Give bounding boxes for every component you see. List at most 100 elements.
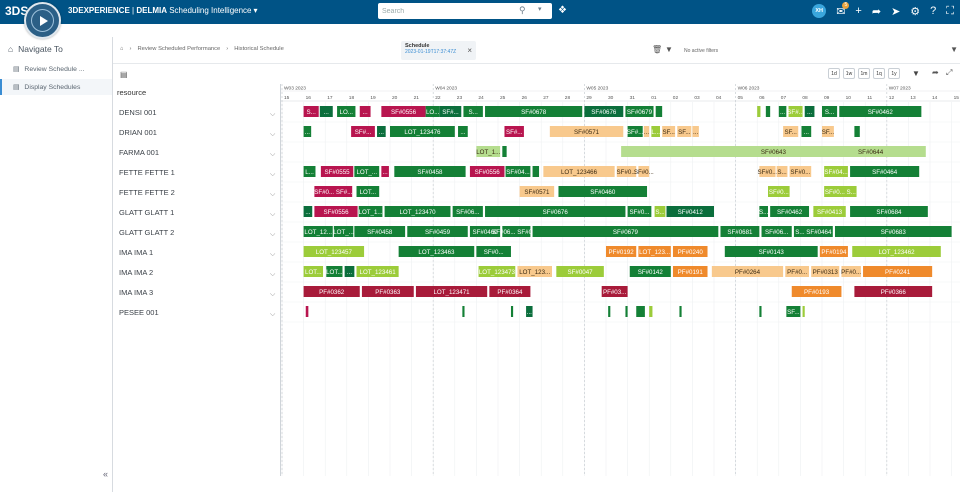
task-bar[interactable] (377, 126, 386, 137)
zoom-1d-button[interactable]: 1d (828, 68, 840, 79)
chevron-down-icon[interactable]: ⌵ (270, 171, 276, 178)
chevron-down-icon[interactable]: ⌵ (270, 311, 276, 318)
task-bar[interactable] (824, 186, 857, 197)
resource-row[interactable]: DENSI 001 ⌵ (113, 102, 280, 122)
task-bar[interactable] (502, 226, 531, 237)
task-bar[interactable] (425, 106, 440, 117)
task-bar[interactable] (303, 166, 316, 177)
task-bar[interactable] (601, 286, 628, 297)
search-input[interactable] (382, 5, 512, 17)
task-bar[interactable] (485, 206, 626, 217)
task-bar[interactable] (361, 286, 414, 297)
chevron-down-icon[interactable]: ⌵ (270, 251, 276, 258)
task-bar[interactable] (692, 126, 699, 137)
task-bar[interactable] (608, 306, 611, 317)
task-bar[interactable] (333, 226, 354, 237)
zoom-1q-button[interactable]: 1q (873, 68, 885, 79)
search-icon[interactable]: ⚲ (519, 5, 526, 15)
task-bar[interactable] (638, 246, 671, 257)
task-bar[interactable] (356, 186, 380, 197)
task-bar[interactable] (305, 306, 309, 317)
sidebar-item-review-schedule[interactable]: ▤ Review Schedule ... (0, 61, 112, 77)
avatar[interactable]: XH (812, 4, 827, 18)
task-bar[interactable] (672, 246, 708, 257)
task-bar[interactable] (655, 106, 663, 117)
task-bar[interactable] (649, 306, 653, 317)
task-bar[interactable] (822, 126, 834, 137)
chevron-down-icon[interactable]: ⌵ (270, 211, 276, 218)
chevron-down-icon[interactable]: ⌵ (270, 231, 276, 238)
task-bar[interactable] (415, 286, 488, 297)
task-bar[interactable] (793, 226, 833, 237)
task-bar[interactable] (354, 166, 380, 177)
search-dropdown-icon[interactable]: ▾ (538, 6, 542, 13)
task-bar[interactable] (532, 226, 719, 237)
task-bar[interactable] (629, 266, 671, 277)
task-bar[interactable] (616, 166, 637, 177)
breadcrumb-review-performance[interactable]: Review Scheduled Performance (137, 46, 221, 52)
task-bar[interactable] (815, 146, 926, 157)
task-bar[interactable] (476, 246, 511, 257)
resource-row[interactable]: FARMA 001 ⌵ (113, 142, 280, 162)
resource-row[interactable]: IMA IMA 2 ⌵ (113, 262, 280, 282)
task-bar[interactable] (789, 166, 812, 177)
task-bar[interactable] (358, 206, 383, 217)
task-bar[interactable] (679, 306, 682, 317)
task-bar[interactable] (469, 166, 505, 177)
task-bar[interactable] (526, 306, 533, 317)
task-bar[interactable] (558, 186, 648, 197)
task-bar[interactable] (765, 106, 771, 117)
breadcrumb-historical-schedule[interactable]: Historical Schedule (234, 46, 284, 52)
resource-row[interactable]: IMA IMA 3 ⌵ (113, 282, 280, 302)
trash-icon[interactable]: 🗑 (652, 45, 663, 54)
task-bar[interactable] (824, 166, 848, 177)
task-bar[interactable] (384, 206, 451, 217)
3ds-logo[interactable]: 3DS (5, 4, 29, 18)
task-bar[interactable] (556, 266, 604, 277)
resource-row[interactable]: DRIAN 001 ⌵ (113, 122, 280, 142)
task-bar[interactable] (390, 126, 455, 137)
task-bar[interactable] (854, 126, 860, 137)
task-bar[interactable] (804, 106, 815, 117)
add-icon[interactable]: + (855, 5, 862, 17)
export-icon[interactable]: ➦ (932, 68, 939, 77)
task-bar[interactable] (584, 106, 624, 117)
task-bar[interactable] (303, 126, 312, 137)
home-icon[interactable]: ⌂ (120, 46, 124, 52)
task-bar[interactable] (502, 146, 507, 157)
task-bar[interactable] (863, 266, 933, 277)
task-bar[interactable] (303, 266, 324, 277)
task-bar[interactable] (303, 286, 360, 297)
task-bar[interactable] (303, 106, 319, 117)
sidebar-item-display-schedules[interactable]: ▤ Display Schedules (0, 79, 112, 95)
task-bar[interactable] (759, 166, 776, 177)
task-bar[interactable] (759, 206, 768, 217)
task-bar[interactable] (478, 266, 516, 277)
collapse-sidebar-icon[interactable]: « (103, 469, 109, 479)
chevron-down-icon[interactable]: ⌵ (270, 191, 276, 198)
task-bar[interactable] (505, 166, 531, 177)
task-bar[interactable] (759, 306, 762, 317)
task-bar[interactable] (672, 266, 708, 277)
task-bar[interactable] (517, 266, 552, 277)
task-bar[interactable] (510, 306, 514, 317)
zoom-1w-button[interactable]: 1w (843, 68, 855, 79)
task-bar[interactable] (303, 226, 333, 237)
task-bar[interactable] (720, 226, 760, 237)
task-bar[interactable] (543, 166, 615, 177)
task-bar[interactable] (625, 106, 654, 117)
filter-icon[interactable]: ▼ (950, 45, 958, 54)
task-bar[interactable] (654, 206, 666, 217)
expand-icon[interactable]: ⤢ (946, 68, 953, 77)
task-bar[interactable] (320, 166, 354, 177)
task-bar[interactable] (344, 266, 355, 277)
task-bar[interactable] (625, 306, 628, 317)
zoom-1y-button[interactable]: 1y (888, 68, 900, 79)
tag-icon[interactable]: ❖ (558, 5, 567, 16)
task-bar[interactable] (783, 126, 799, 137)
task-bar[interactable] (854, 286, 933, 297)
task-bar[interactable] (354, 226, 406, 237)
task-bar[interactable] (785, 266, 810, 277)
chevron-down-icon[interactable]: ⌵ (270, 271, 276, 278)
share-icon[interactable]: ➦ (871, 5, 882, 18)
